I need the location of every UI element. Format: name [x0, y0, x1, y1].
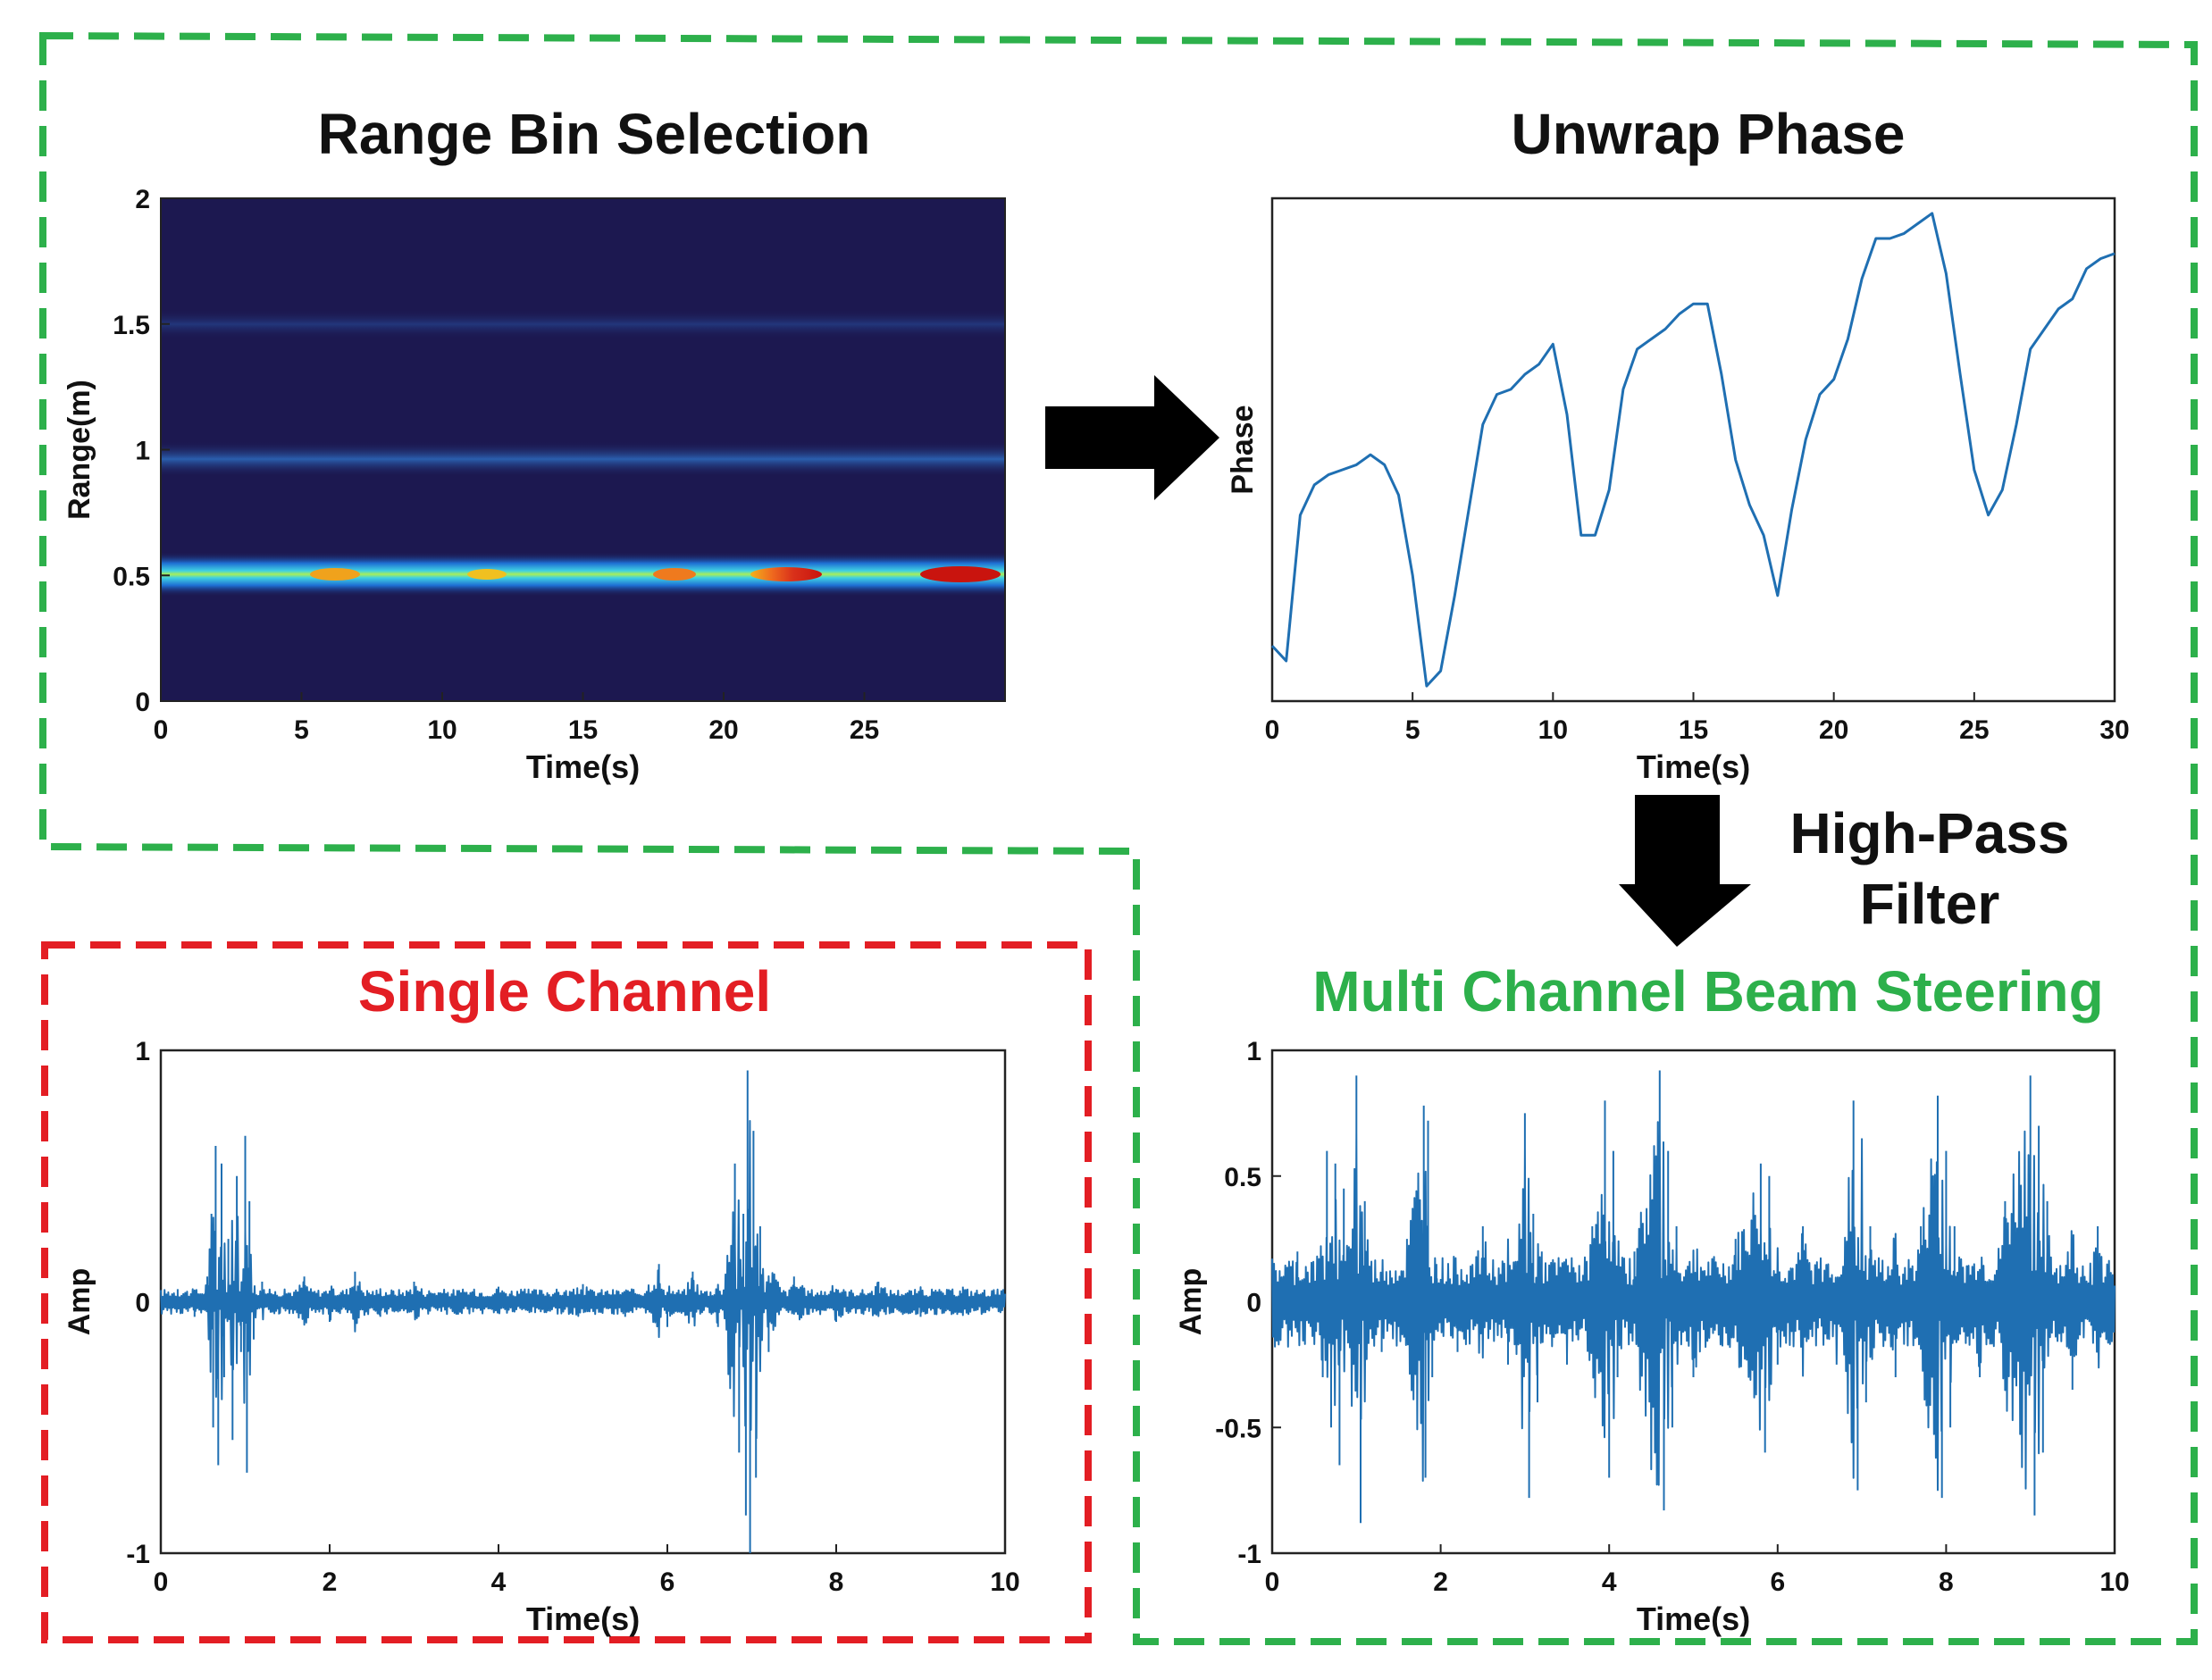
- x-tick-label: 30: [2099, 715, 2129, 745]
- x-tick-label: 5: [294, 715, 309, 745]
- y-tick-label: 1.5: [113, 311, 150, 340]
- y-axis-label: Phase: [1226, 405, 1260, 494]
- x-tick-label: 2: [1433, 1567, 1448, 1597]
- x-axis-label: Time(s): [1637, 1601, 1750, 1637]
- range-bin-heatmap: [160, 197, 1006, 702]
- x-tick-label: 10: [2099, 1567, 2129, 1597]
- y-tick-label: 1: [135, 437, 150, 466]
- y-tick-label: -1: [126, 1540, 150, 1569]
- x-tick-label: 0: [154, 1567, 169, 1597]
- x-tick-label: 20: [708, 715, 738, 745]
- unwrap-title: Unwrap Phase: [1511, 102, 1905, 166]
- y-axis-label: Amp: [1174, 1268, 1208, 1336]
- heatmap-hotspot: [653, 568, 696, 581]
- x-tick-label: 4: [1602, 1567, 1617, 1597]
- y-tick-label: 0: [135, 1289, 150, 1318]
- x-tick-label: 10: [427, 715, 457, 745]
- x-tick-label: 2: [323, 1567, 338, 1597]
- heatmap-band-faint-high: [161, 309, 1005, 339]
- heatmap-band-mid: [161, 441, 1005, 477]
- x-axis-label: Time(s): [526, 1601, 640, 1637]
- multi-channel-title: Multi Channel Beam Steering: [1312, 959, 2103, 1024]
- y-tick-label: -0.5: [1215, 1414, 1261, 1443]
- y-tick-label: -1: [1237, 1540, 1261, 1569]
- range-bin-axes: 0 5 10 15 20 25 0 0.5 1 1.5 2 Time(s) Range(m): [63, 185, 879, 785]
- x-tick-label: 20: [1819, 715, 1848, 745]
- x-tick-label: 0: [1265, 715, 1280, 745]
- heatmap-hotspot: [467, 569, 507, 580]
- y-tick-label: 1: [1246, 1037, 1261, 1066]
- x-tick-label: 6: [1770, 1567, 1785, 1597]
- y-tick-label: 1: [135, 1037, 150, 1066]
- y-axis-label: Amp: [63, 1268, 96, 1336]
- red-group-border: [41, 941, 1092, 1643]
- x-axis-label: Time(s): [1637, 748, 1750, 785]
- x-tick-label: 8: [1939, 1567, 1954, 1597]
- signal-line: [160, 1070, 1006, 1553]
- x-tick-label: 6: [660, 1567, 675, 1597]
- y-axis-label: Range(m): [63, 380, 96, 520]
- x-axis-label: Time(s): [526, 748, 640, 785]
- heatmap-hotspot: [920, 566, 1001, 582]
- right-arrow-icon: [1045, 375, 1219, 500]
- plot-frame: [1270, 196, 2116, 703]
- x-tick-label: 15: [1679, 715, 1708, 745]
- range-bin-title: Range Bin Selection: [318, 102, 871, 166]
- multi-channel-chart: 0 2 4 6 8 10 -1 -0.5 0 0.5 1 Time(s) Amp: [1174, 1037, 2130, 1637]
- signal-line: [1271, 1070, 2116, 1524]
- x-tick-label: 5: [1405, 715, 1420, 745]
- filter-label-line2: Filter: [1860, 872, 1999, 936]
- y-tick-label: 2: [135, 185, 150, 214]
- x-tick-label: 25: [850, 715, 879, 745]
- y-tick-label: 0: [135, 688, 150, 717]
- x-tick-label: 15: [568, 715, 598, 745]
- x-tick-label: 25: [1959, 715, 1989, 745]
- heatmap-hotspot: [310, 568, 360, 581]
- green-group-border: [39, 31, 2198, 1645]
- unwrap-phase-chart: 0 5 10 15 20 25 30 Time(s) Phase: [1226, 196, 2130, 785]
- x-tick-label: 10: [990, 1567, 1019, 1597]
- single-channel-title: Single Channel: [358, 959, 771, 1024]
- x-tick-label: 10: [1538, 715, 1568, 745]
- heatmap-band-main: [161, 552, 1005, 597]
- heatmap-hotspot: [750, 567, 822, 581]
- filter-label-line1: High-Pass: [1790, 801, 2070, 865]
- y-tick-label: 0.5: [113, 562, 150, 591]
- x-tick-label: 0: [1265, 1567, 1280, 1597]
- x-tick-label: 8: [829, 1567, 844, 1597]
- down-arrow-icon: [1619, 795, 1751, 947]
- y-tick-label: 0: [1246, 1289, 1261, 1318]
- y-tick-label: 0.5: [1224, 1163, 1261, 1192]
- signal-line: [1270, 212, 2116, 688]
- x-tick-label: 0: [154, 715, 169, 745]
- x-tick-label: 4: [491, 1567, 507, 1597]
